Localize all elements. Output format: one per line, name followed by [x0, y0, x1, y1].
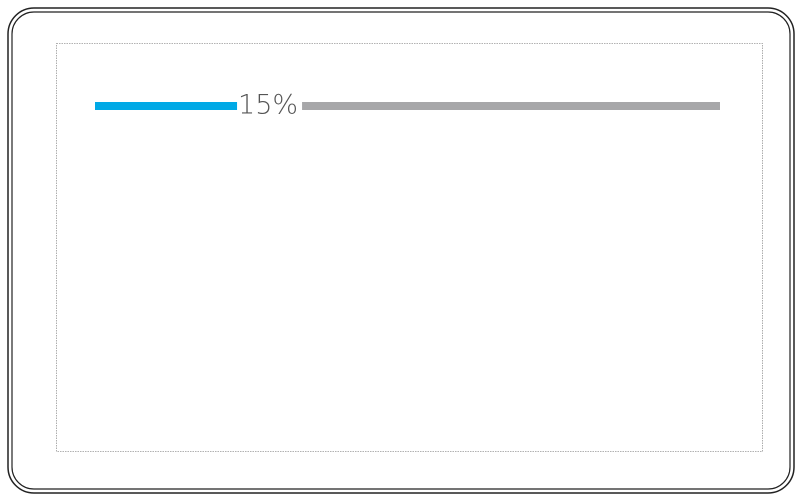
- device-frame-inner: [11, 11, 791, 490]
- content-area: [56, 43, 763, 452]
- progress-label: 15%: [238, 90, 298, 121]
- progress-track: [302, 102, 720, 110]
- device-frame-outer: [7, 7, 795, 494]
- progress-bar: 15%: [95, 90, 720, 121]
- progress-fill: [95, 102, 238, 110]
